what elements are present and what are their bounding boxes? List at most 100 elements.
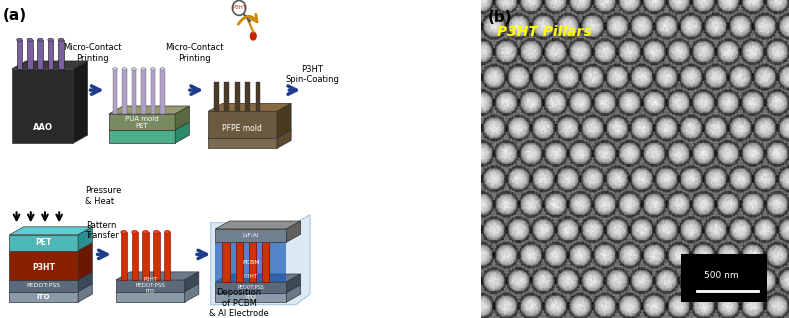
Bar: [245, 82, 250, 111]
Polygon shape: [215, 293, 286, 302]
Bar: [122, 69, 127, 114]
Polygon shape: [9, 284, 92, 292]
Polygon shape: [109, 106, 189, 114]
Ellipse shape: [58, 38, 64, 41]
Bar: [236, 242, 243, 282]
Polygon shape: [116, 272, 199, 280]
Polygon shape: [9, 227, 92, 235]
Polygon shape: [78, 284, 92, 302]
Polygon shape: [286, 274, 301, 293]
Polygon shape: [208, 138, 277, 149]
Polygon shape: [12, 61, 88, 69]
Text: (b): (b): [488, 10, 512, 24]
Ellipse shape: [151, 68, 155, 70]
Bar: [132, 69, 136, 114]
Polygon shape: [215, 282, 286, 293]
Bar: [121, 232, 127, 280]
Ellipse shape: [48, 38, 54, 41]
Polygon shape: [215, 242, 286, 282]
Polygon shape: [109, 130, 175, 143]
Text: PCBM: PCBM: [242, 260, 260, 265]
Bar: [27, 40, 32, 69]
Polygon shape: [9, 251, 78, 280]
Polygon shape: [78, 272, 92, 292]
Ellipse shape: [160, 68, 165, 70]
Polygon shape: [215, 229, 286, 242]
Bar: [249, 242, 256, 282]
Polygon shape: [277, 130, 291, 149]
Polygon shape: [175, 122, 189, 143]
Ellipse shape: [121, 230, 127, 234]
Bar: [143, 232, 148, 280]
Bar: [153, 232, 159, 280]
Polygon shape: [9, 243, 92, 251]
Bar: [164, 232, 170, 280]
Bar: [235, 82, 240, 111]
Ellipse shape: [132, 230, 138, 234]
Polygon shape: [116, 292, 185, 302]
Text: P3HT Pillars: P3HT Pillars: [496, 25, 591, 39]
Polygon shape: [215, 274, 301, 282]
Polygon shape: [109, 122, 189, 130]
Bar: [222, 242, 230, 282]
Ellipse shape: [17, 38, 22, 41]
Polygon shape: [215, 221, 301, 229]
Bar: [236, 242, 243, 282]
Bar: [17, 40, 22, 69]
Polygon shape: [211, 215, 310, 305]
Bar: [141, 69, 146, 114]
Ellipse shape: [113, 68, 118, 70]
Polygon shape: [9, 272, 92, 280]
Polygon shape: [286, 221, 301, 242]
Polygon shape: [78, 227, 92, 251]
Polygon shape: [12, 69, 73, 143]
Polygon shape: [215, 285, 301, 293]
Text: Micro-Contact
Printing: Micro-Contact Printing: [63, 43, 122, 63]
Bar: [132, 232, 138, 280]
Bar: [256, 82, 260, 111]
Bar: [262, 242, 268, 282]
Text: P3HT: P3HT: [232, 5, 246, 10]
Bar: [249, 242, 256, 282]
Polygon shape: [277, 103, 291, 138]
Polygon shape: [9, 292, 78, 302]
Polygon shape: [78, 243, 92, 280]
Text: 500 nm: 500 nm: [704, 271, 739, 280]
Text: AAO: AAO: [32, 123, 53, 132]
Ellipse shape: [250, 32, 256, 40]
Text: ITO: ITO: [245, 295, 256, 300]
Text: P3HT: P3HT: [32, 263, 55, 272]
Polygon shape: [286, 285, 301, 302]
Text: LiF:Al: LiF:Al: [243, 233, 259, 238]
Text: P3HT: P3HT: [244, 274, 258, 279]
Bar: [224, 82, 229, 111]
Bar: [37, 40, 43, 69]
Text: PEDOT:PSS: PEDOT:PSS: [27, 283, 61, 288]
Text: Pattern
Transfer: Pattern Transfer: [85, 221, 118, 240]
Text: ITO: ITO: [37, 294, 50, 300]
Bar: [681, 254, 768, 302]
Text: P3HT
PEDOT:PSS
ITO: P3HT PEDOT:PSS ITO: [135, 277, 165, 294]
Polygon shape: [9, 235, 78, 251]
Text: PEDOT:PSS: PEDOT:PSS: [237, 285, 264, 290]
Ellipse shape: [37, 38, 43, 41]
Polygon shape: [208, 111, 277, 138]
Ellipse shape: [141, 68, 146, 70]
Ellipse shape: [143, 230, 148, 234]
Bar: [214, 82, 219, 111]
Polygon shape: [73, 61, 88, 143]
Polygon shape: [185, 272, 199, 292]
Text: Micro-Contact
Printing: Micro-Contact Printing: [165, 43, 223, 63]
Polygon shape: [208, 103, 291, 111]
Text: PFPE mold: PFPE mold: [222, 124, 262, 133]
Bar: [160, 69, 165, 114]
Ellipse shape: [153, 230, 159, 234]
Polygon shape: [175, 106, 189, 130]
Bar: [262, 242, 268, 282]
Ellipse shape: [132, 68, 136, 70]
Ellipse shape: [27, 38, 32, 41]
Polygon shape: [116, 280, 185, 292]
Text: Deposition
of PCBM
& Al Electrode: Deposition of PCBM & Al Electrode: [209, 288, 269, 318]
Polygon shape: [9, 280, 78, 292]
Text: PET: PET: [36, 238, 52, 247]
